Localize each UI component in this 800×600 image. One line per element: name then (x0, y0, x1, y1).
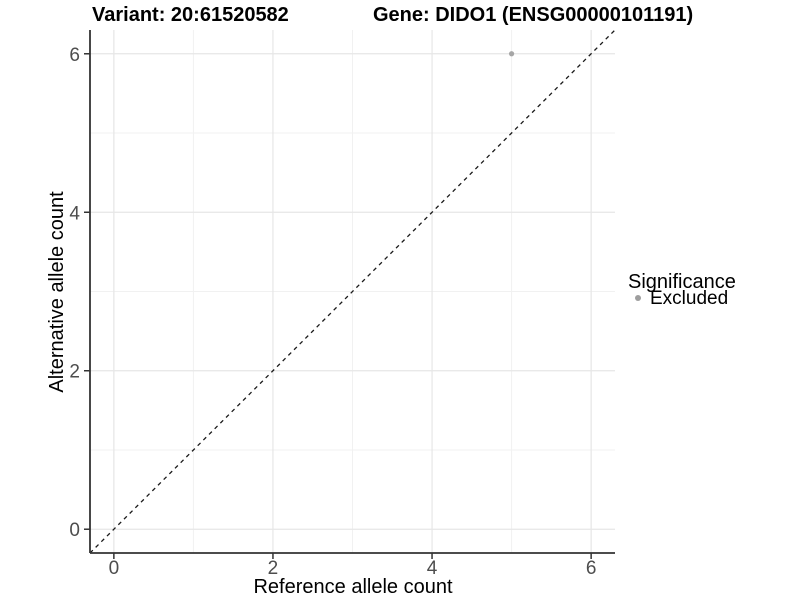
identity-reference-line (89, 29, 616, 554)
plot-title-variant: Variant: 20:61520582 (92, 4, 289, 26)
legend-title: Significance (628, 271, 736, 293)
y-tick-label: 4 (69, 203, 80, 224)
plot-title-gene: Gene: DIDO1 (ENSG00000101191) (373, 4, 693, 26)
x-tick-label: 4 (427, 558, 438, 579)
marks-layer (89, 29, 616, 554)
y-axis-title: Alternative allele count (46, 191, 68, 393)
legend-item-label: Excluded (650, 288, 728, 309)
legend-swatch-excluded-icon (635, 295, 641, 301)
x-tick-label: 2 (268, 558, 279, 579)
y-tick-label: 0 (69, 520, 80, 541)
x-axis-title: Reference allele count (253, 576, 452, 598)
y-tick-label: 6 (69, 45, 80, 66)
y-tick-label: 2 (69, 362, 80, 383)
x-tick-label: 0 (109, 558, 120, 579)
x-tick-label: 6 (586, 558, 597, 579)
axes-layer: 0 2 4 6 0 2 4 6 (69, 30, 615, 579)
legend: Significance Excluded (628, 271, 736, 309)
data-point (508, 51, 515, 57)
legend-item-excluded: Excluded (635, 288, 728, 309)
